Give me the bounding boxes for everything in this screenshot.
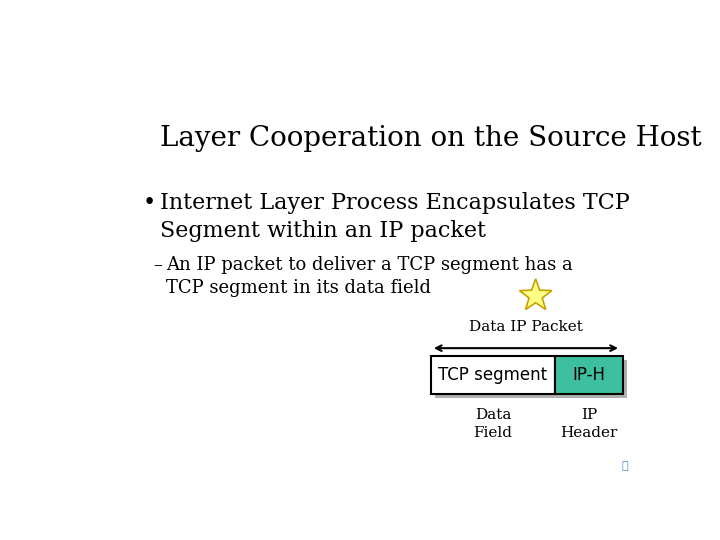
Text: –: – [153,256,163,274]
Text: Layer Cooperation on the Source Host: Layer Cooperation on the Source Host [160,125,701,152]
Text: TCP segment: TCP segment [438,366,548,384]
Text: •: • [143,192,156,214]
Text: Internet Layer Process Encapsulates TCP
Segment within an IP packet: Internet Layer Process Encapsulates TCP … [160,192,629,242]
Text: IP-H: IP-H [572,366,606,384]
Bar [555,356,624,394]
Bar [431,356,555,394]
Text: IP
Header: IP Header [560,408,618,440]
Text: Data IP Packet: Data IP Packet [469,320,583,334]
Text: 🔈: 🔈 [622,461,629,471]
Polygon shape [519,279,552,309]
Bar [435,360,627,398]
Text: Data
Field: Data Field [474,408,513,440]
Text: An IP packet to deliver a TCP segment has a
TCP segment in its data field: An IP packet to deliver a TCP segment ha… [166,256,572,296]
